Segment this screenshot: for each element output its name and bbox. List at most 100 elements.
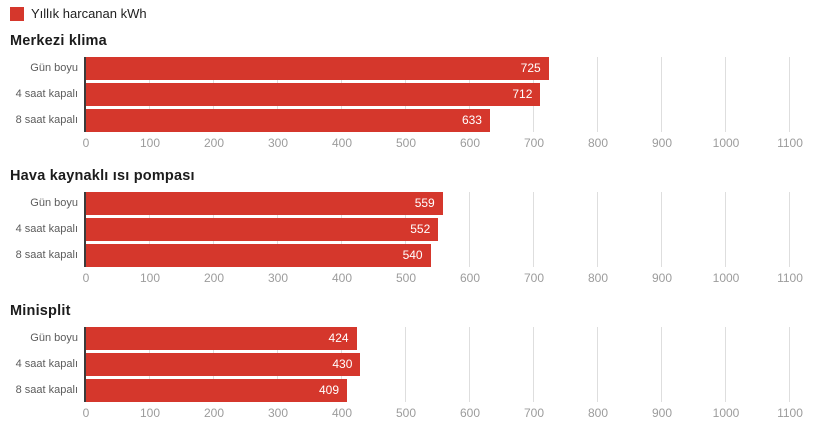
category-label: Gün boyu — [30, 62, 78, 74]
tick-label: 200 — [203, 136, 225, 150]
bar-value-label: 633 — [461, 113, 482, 127]
tick-label: 1000 — [712, 271, 740, 285]
bar-row: 8 saat kapalı 633 — [16, 109, 788, 132]
gridline — [661, 57, 662, 132]
tick-label: 800 — [587, 271, 609, 285]
tick-label: 800 — [587, 136, 609, 150]
bar: 712 — [86, 83, 541, 106]
bar: 430 — [86, 353, 361, 376]
bar: 633 — [86, 109, 490, 132]
bar-row: 4 saat kapalı 552 — [16, 218, 788, 241]
gridline — [725, 327, 726, 402]
group-title: Minisplit — [10, 303, 71, 319]
plot-area: Gün boyu 559 4 saat kapalı 552 8 saat ka… — [16, 192, 790, 267]
tick-label: 400 — [331, 271, 353, 285]
tick-label: 100 — [139, 271, 161, 285]
group-merkezi-klima: Merkezi klima Gün boyu 725 4 saat kapalı… — [0, 33, 825, 151]
category-label: 4 saat kapalı — [15, 223, 78, 235]
plot-area: Gün boyu 424 4 saat kapalı 430 8 saat ka… — [16, 327, 790, 402]
x-axis: 0 100 200 300 400 500 600 700 800 900 10… — [82, 271, 803, 286]
gridline — [789, 57, 790, 132]
tick-label: 900 — [651, 406, 673, 420]
tick-label: 500 — [395, 406, 417, 420]
bar-value-label: 409 — [318, 383, 340, 397]
bar-row: 8 saat kapalı 409 — [16, 379, 788, 402]
tick-label: 200 — [203, 406, 225, 420]
gridline — [789, 327, 790, 402]
gridline — [661, 192, 662, 267]
category-label: Gün boyu — [30, 332, 78, 344]
bar: 424 — [86, 327, 357, 350]
category-label: 8 saat kapalı — [15, 384, 78, 396]
tick-label: 1100 — [777, 271, 803, 285]
group-title: Merkezi klima — [10, 33, 107, 49]
tick-label: 900 — [651, 136, 673, 150]
tick-label: 1000 — [712, 406, 740, 420]
gridline — [405, 327, 406, 402]
gridline — [725, 57, 726, 132]
tick-label: 1000 — [712, 136, 740, 150]
category-label: 4 saat kapalı — [15, 358, 78, 370]
bar-row: 8 saat kapalı 540 — [16, 244, 788, 267]
tick-label: 600 — [459, 136, 481, 150]
tick-label: 0 — [82, 406, 90, 420]
x-axis: 0 100 200 300 400 500 600 700 800 900 10… — [82, 406, 803, 421]
tick-label: 700 — [523, 406, 545, 420]
tick-label: 100 — [139, 406, 161, 420]
group-hava-kaynakli-isi-pompasi: Hava kaynaklı ısı pompası Gün boyu 559 4… — [0, 168, 825, 286]
category-label: 8 saat kapalı — [15, 249, 78, 261]
legend-swatch-icon — [10, 6, 24, 21]
bar-row: Gün boyu 559 — [30, 192, 788, 215]
tick-label: 500 — [395, 136, 417, 150]
tick-label: 800 — [587, 406, 609, 420]
bar: 552 — [86, 218, 439, 241]
tick-label: 1100 — [777, 136, 803, 150]
tick-label: 500 — [395, 271, 417, 285]
gridline — [597, 192, 598, 267]
group-title: Hava kaynaklı ısı pompası — [10, 168, 195, 184]
tick-label: 300 — [267, 271, 289, 285]
category-label: 4 saat kapalı — [15, 88, 78, 100]
group-minisplit: Minisplit Gün boyu 424 4 saat kapalı 430… — [0, 303, 825, 421]
tick-label: 700 — [523, 271, 545, 285]
gridline — [469, 192, 470, 267]
bar-value-label: 712 — [512, 87, 533, 101]
gridline — [597, 57, 598, 132]
gridline — [789, 192, 790, 267]
tick-label: 0 — [82, 136, 90, 150]
gridline — [725, 192, 726, 267]
tick-label: 600 — [459, 271, 481, 285]
tick-label: 200 — [203, 271, 225, 285]
tick-label: 400 — [331, 136, 353, 150]
plot-area: Gün boyu 725 4 saat kapalı 712 8 saat ka… — [16, 57, 790, 132]
bar-row: Gün boyu 725 — [30, 57, 788, 80]
x-axis: 0 100 200 300 400 500 600 700 800 900 10… — [82, 136, 803, 151]
bar-value-label: 559 — [414, 196, 435, 210]
tick-label: 1100 — [777, 406, 803, 420]
gridline — [533, 192, 534, 267]
category-label: 8 saat kapalı — [15, 114, 78, 126]
legend: Yıllık harcanan kWh — [10, 6, 825, 21]
tick-label: 300 — [267, 136, 289, 150]
bar-value-label: 424 — [328, 331, 349, 345]
bar-row: 4 saat kapalı 712 — [16, 83, 788, 106]
bar: 559 — [86, 192, 443, 215]
bar: 409 — [86, 379, 348, 402]
bar-row: 4 saat kapalı 430 — [16, 353, 788, 376]
gridline — [533, 327, 534, 402]
tick-label: 900 — [651, 271, 673, 285]
bar-value-label: 552 — [410, 222, 431, 236]
gridline — [661, 327, 662, 402]
bar: 725 — [86, 57, 549, 80]
bar-value-label: 540 — [402, 248, 423, 262]
tick-label: 300 — [267, 406, 289, 420]
bar-row: Gün boyu 424 — [30, 327, 788, 350]
tick-label: 400 — [331, 406, 353, 420]
tick-label: 100 — [139, 136, 161, 150]
tick-label: 700 — [523, 136, 545, 150]
tick-label: 600 — [459, 406, 481, 420]
tick-label: 0 — [82, 271, 90, 285]
gridline — [469, 327, 470, 402]
category-label: Gün boyu — [30, 197, 78, 209]
bar: 540 — [86, 244, 431, 267]
